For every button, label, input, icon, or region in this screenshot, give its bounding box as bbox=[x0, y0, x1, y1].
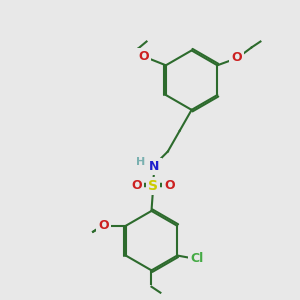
Text: S: S bbox=[148, 179, 158, 193]
Text: O: O bbox=[231, 51, 242, 64]
Text: O: O bbox=[98, 219, 109, 232]
Text: Cl: Cl bbox=[190, 252, 203, 265]
Text: O: O bbox=[138, 50, 149, 63]
Text: O: O bbox=[164, 179, 175, 192]
Text: O: O bbox=[131, 179, 142, 192]
Text: N: N bbox=[149, 160, 160, 173]
Text: H: H bbox=[136, 157, 146, 167]
